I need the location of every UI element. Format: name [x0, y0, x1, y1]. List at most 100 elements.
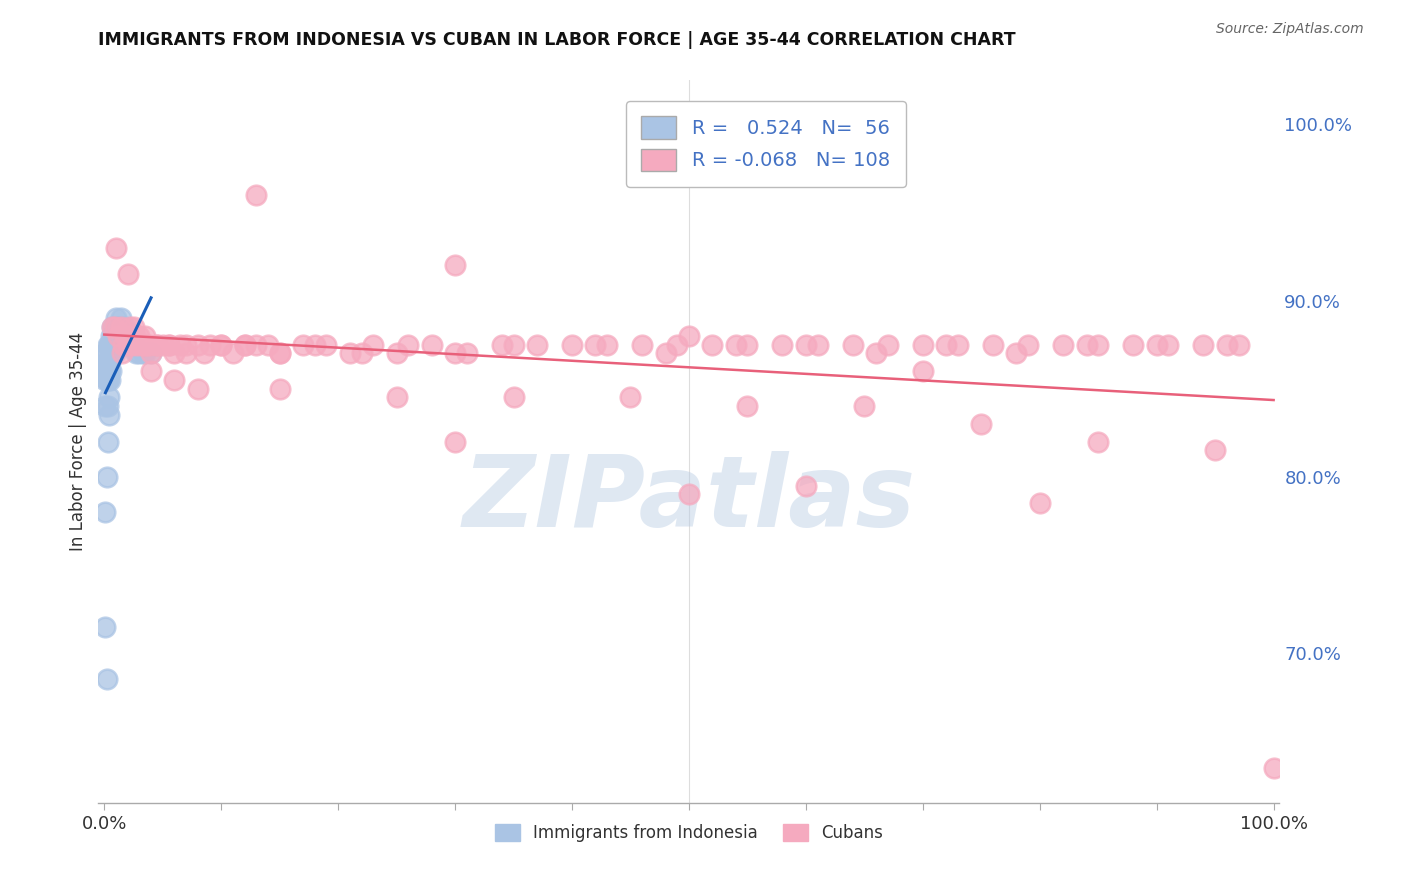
- Point: [111, 346, 134, 360]
- Point: [1029, 496, 1052, 510]
- Point: [100, 328, 122, 343]
- Point: [1192, 337, 1215, 351]
- Point: [596, 337, 619, 351]
- Point: [132, 337, 155, 351]
- Point: [1227, 337, 1250, 351]
- Point: [101, 346, 124, 360]
- Point: [666, 337, 689, 351]
- Point: [678, 487, 700, 501]
- Point: [94, 505, 117, 519]
- Point: [96, 346, 118, 360]
- Point: [104, 241, 127, 255]
- Point: [841, 337, 863, 351]
- Point: [292, 337, 315, 351]
- Point: [110, 311, 132, 326]
- Point: [101, 337, 124, 351]
- Point: [117, 337, 139, 351]
- Point: [350, 346, 373, 360]
- Point: [98, 373, 121, 387]
- Point: [269, 346, 291, 360]
- Point: [385, 391, 408, 405]
- Point: [970, 417, 993, 431]
- Point: [96, 355, 118, 369]
- Point: [163, 373, 186, 387]
- Point: [98, 355, 121, 369]
- Point: [94, 346, 117, 360]
- Point: [946, 337, 969, 351]
- Point: [174, 337, 197, 351]
- Point: [444, 258, 467, 272]
- Point: [97, 355, 120, 369]
- Point: [794, 337, 817, 351]
- Point: [105, 320, 128, 334]
- Text: ZIPatlas: ZIPatlas: [463, 450, 915, 548]
- Point: [107, 320, 129, 334]
- Point: [169, 337, 191, 351]
- Point: [385, 346, 408, 360]
- Point: [111, 320, 134, 334]
- Point: [97, 434, 120, 449]
- Point: [1204, 443, 1226, 458]
- Point: [702, 337, 724, 351]
- Point: [138, 337, 160, 351]
- Point: [583, 337, 606, 351]
- Point: [420, 337, 443, 351]
- Legend: Immigrants from Indonesia, Cubans: Immigrants from Indonesia, Cubans: [488, 817, 890, 848]
- Point: [245, 187, 267, 202]
- Point: [103, 346, 125, 360]
- Point: [853, 399, 876, 413]
- Point: [125, 337, 148, 351]
- Point: [561, 337, 583, 351]
- Point: [104, 311, 127, 326]
- Point: [163, 346, 186, 360]
- Point: [114, 328, 136, 343]
- Point: [222, 346, 245, 360]
- Point: [1263, 760, 1285, 774]
- Point: [737, 399, 759, 413]
- Point: [97, 408, 120, 422]
- Point: [187, 382, 209, 396]
- Point: [526, 337, 548, 351]
- Point: [1017, 337, 1039, 351]
- Point: [97, 391, 120, 405]
- Point: [96, 364, 118, 378]
- Point: [104, 337, 127, 351]
- Point: [97, 373, 120, 387]
- Point: [1157, 337, 1180, 351]
- Point: [981, 337, 1004, 351]
- Point: [124, 328, 146, 343]
- Point: [118, 337, 141, 351]
- Point: [233, 337, 256, 351]
- Point: [152, 337, 174, 351]
- Point: [737, 337, 759, 351]
- Point: [134, 346, 156, 360]
- Point: [139, 346, 162, 360]
- Point: [97, 337, 120, 351]
- Point: [97, 337, 120, 351]
- Point: [139, 364, 162, 378]
- Point: [456, 346, 478, 360]
- Point: [100, 346, 122, 360]
- Point: [108, 320, 131, 334]
- Point: [104, 320, 127, 334]
- Point: [865, 346, 887, 360]
- Point: [724, 337, 747, 351]
- Point: [1087, 434, 1109, 449]
- Point: [146, 337, 169, 351]
- Point: [157, 337, 180, 351]
- Point: [444, 434, 467, 449]
- Point: [104, 320, 127, 334]
- Point: [1076, 337, 1098, 351]
- Point: [794, 478, 817, 492]
- Point: [107, 337, 129, 351]
- Point: [122, 337, 145, 351]
- Point: [121, 337, 143, 351]
- Point: [257, 337, 280, 351]
- Point: [502, 391, 524, 405]
- Point: [193, 346, 215, 360]
- Point: [315, 337, 337, 351]
- Point: [654, 346, 676, 360]
- Point: [103, 328, 125, 343]
- Point: [911, 337, 934, 351]
- Point: [104, 346, 127, 360]
